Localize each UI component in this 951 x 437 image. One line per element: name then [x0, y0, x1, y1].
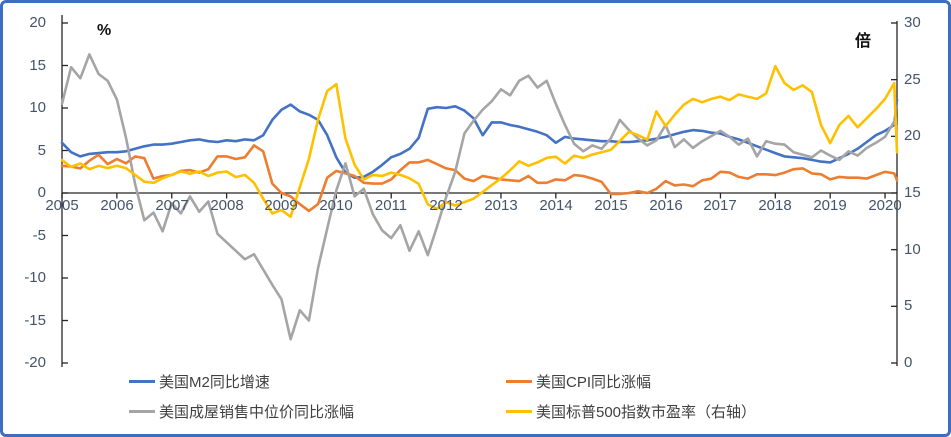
legend-swatch-sp500-pe — [506, 410, 532, 413]
legend-label-home-price: 美国成屋销售中位价同比涨幅 — [159, 404, 355, 421]
x-axis-year-label: 2019 — [813, 197, 847, 214]
left-axis-tick-label: -10 — [24, 269, 46, 286]
legend-item-home-price: 美国成屋销售中位价同比涨幅 — [129, 401, 354, 422]
x-axis-year-label: 2014 — [539, 197, 573, 214]
series-line-3 — [60, 64, 899, 219]
x-axis-year-label: 2015 — [594, 197, 628, 214]
series-line-0 — [60, 98, 899, 179]
left-axis-tick-label: 20 — [29, 14, 46, 31]
left-axis-tick-label: -5 — [32, 227, 46, 244]
x-axis-year-label: 2007 — [155, 197, 189, 214]
legend-label-sp500-pe: 美国标普500指数市盈率（右轴） — [536, 404, 757, 421]
right-axis-tick-label: 5 — [904, 297, 913, 314]
legend-label-cpi: 美国CPI同比涨幅 — [536, 374, 652, 391]
x-axis-year-label: 2013 — [484, 197, 518, 214]
x-axis-year-label: 2005 — [45, 197, 79, 214]
right-axis-tick-label: 0 — [904, 354, 913, 371]
left-axis-tick-label: 10 — [29, 99, 46, 116]
legend-swatch-home-price — [129, 410, 155, 413]
x-axis-year-label: 2012 — [429, 197, 463, 214]
legend-item-cpi: 美国CPI同比涨幅 — [506, 371, 651, 392]
right-axis-tick-label: 30 — [904, 14, 921, 31]
left-axis-unit-label: % — [97, 22, 112, 39]
x-axis-year-label: 2017 — [703, 197, 737, 214]
legend-item-sp500-pe: 美国标普500指数市盈率（右轴） — [506, 401, 756, 422]
x-axis-year-label: 2011 — [374, 197, 408, 214]
left-axis-ticks — [62, 22, 68, 364]
right-axis-tick-label: 15 — [904, 184, 921, 201]
left-axis-tick-label: -20 — [24, 354, 46, 371]
left-axis-tick-label: -15 — [24, 312, 46, 329]
right-axis-tick-label: 25 — [904, 71, 921, 88]
legend-item-m2: 美国M2同比增速 — [129, 371, 270, 392]
series-line-1 — [60, 144, 899, 213]
legend-swatch-m2 — [129, 380, 155, 383]
x-axis-year-label: 2010 — [319, 197, 353, 214]
x-axis-year-label: 2006 — [100, 197, 134, 214]
left-axis-tick-label: 15 — [29, 57, 46, 74]
legend-label-m2: 美国M2同比增速 — [159, 374, 270, 391]
x-axis-year-label: 2009 — [264, 197, 298, 214]
x-axis-year-label: 2018 — [758, 197, 792, 214]
x-axis-year-label: 2016 — [649, 197, 683, 214]
left-axis-tick-label: 5 — [37, 142, 46, 159]
series-line-2 — [60, 53, 899, 341]
left-axis-tick-label: 0 — [37, 184, 46, 201]
right-axis-tick-label: 10 — [904, 241, 921, 258]
right-axis-tick-label: 20 — [904, 127, 921, 144]
legend-swatch-cpi — [506, 380, 532, 383]
x-axis-year-label: 2008 — [210, 197, 244, 214]
x-axis-year-label: 2020 — [868, 197, 902, 214]
right-axis-ticks — [891, 22, 897, 364]
right-axis-unit-label: 倍 — [855, 33, 872, 50]
